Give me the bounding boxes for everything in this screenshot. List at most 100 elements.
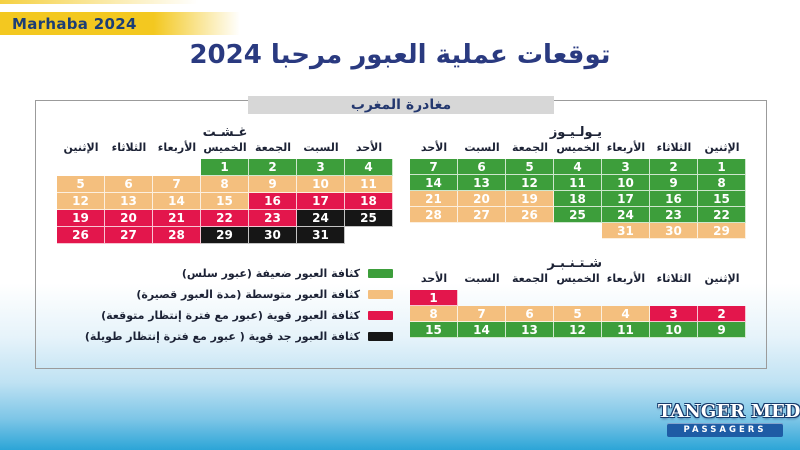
weekday-label: الأحد [355,141,383,154]
day-cell: 12 [554,322,602,338]
day-cell: 27 [458,207,506,223]
day-cell: 24 [297,210,345,227]
day-cell: 3 [297,159,345,176]
day-cell: 18 [345,193,393,210]
day-cell: 22 [698,207,746,223]
legend-swatch [368,269,393,278]
calendar-week-row: 1 [410,290,746,306]
calendar-week-row: 19 20 21 22 23 24 25 [57,210,393,227]
calendar-week-row: 15 14 13 12 11 10 9 [410,322,746,338]
calendar-week-row: 28 27 26 25 24 23 22 [410,207,746,223]
weekday-label: الجمعة [254,141,292,154]
day-cell: 14 [410,175,458,191]
empty-cell [57,159,105,176]
day-cell: 7 [153,176,201,193]
day-cell: 2 [650,159,698,175]
empty-cell [458,223,506,239]
day-cell: 21 [153,210,201,227]
day-cell: 19 [57,210,105,227]
day-cell: 5 [57,176,105,193]
day-cell: 9 [650,175,698,191]
empty-cell [650,290,698,306]
empty-cell [153,159,201,176]
day-cell: 15 [201,193,249,210]
day-cell: 29 [201,227,249,244]
day-cell: 12 [57,193,105,210]
day-cell: 28 [153,227,201,244]
day-cell: 29 [698,223,746,239]
legend: كثافة العبور ضعيفة (عبور سلس) كثافة العبو… [85,263,393,347]
weekday-label: الأحد [420,272,448,285]
weekday-label: الجمعة [511,141,549,154]
day-cell: 8 [410,306,458,322]
day-cell: 3 [650,306,698,322]
legend-swatch [368,332,393,341]
day-cell: 16 [249,193,297,210]
weekday-header-row: الأحد السبت الجمعة الخميس الأربعاء الثلاثاء ال… [410,272,746,285]
calendar-week-row: 14 13 12 11 10 9 8 [410,175,746,191]
empty-cell [105,159,153,176]
weekday-label: الثلاثاء [111,141,147,154]
day-cell: 14 [153,193,201,210]
legend-item: كثافة العبور جد قوية ( عبور مع فترة إنتظ… [85,326,393,347]
day-cell: 7 [458,306,506,322]
weekday-header-row: الأحد السبت الجمعة الخميس الأربعاء الثلاثاء ال… [410,141,746,154]
day-cell: 31 [602,223,650,239]
banner-label: Marhaba 2024 [12,14,137,33]
day-cell: 4 [554,159,602,175]
day-cell: 30 [249,227,297,244]
day-cell: 1 [201,159,249,176]
day-cell: 9 [249,176,297,193]
day-cell: 25 [345,210,393,227]
day-cell: 24 [602,207,650,223]
day-cell: 2 [249,159,297,176]
legend-label: كثافة العبور ضعيفة (عبور سلس) [181,267,360,280]
empty-cell [698,290,746,306]
legend-label: كثافة العبور قوية (عبور مع فترة إنتظار م… [101,309,360,322]
day-cell: 20 [458,191,506,207]
day-cell: 15 [698,191,746,207]
weekday-label: الإثنين [704,141,740,154]
calendar-week-row: 26 27 28 29 30 31 [57,227,393,244]
day-cell: 10 [297,176,345,193]
legend-item: كثافة العبور ضعيفة (عبور سلس) [120,263,393,284]
legend-label: كثافة العبور جد قوية ( عبور مع فترة إنتظ… [84,330,360,343]
legend-label: كثافة العبور متوسطة (مدة العبور قصيرة) [136,288,360,301]
calendar-body: 1 2 3 4 5 6 7 8 9 10 11 12 13 14 15 16 17 18 19 20 21 22 23 24 2… [57,159,393,244]
legend-item: كثافة العبور قوية (عبور مع فترة إنتظار م… [101,305,393,326]
day-cell: 6 [506,306,554,322]
weekday-label: الإثنين [704,272,740,285]
day-cell: 28 [410,207,458,223]
day-cell: 13 [506,322,554,338]
empty-cell [458,290,506,306]
weekday-label: الإثنين [63,141,99,154]
day-cell: 26 [506,207,554,223]
weekday-label: السبت [303,141,339,154]
month-label-september: شـتـنـبـر [547,256,602,271]
logo-tagline: PASSAGERS [683,425,767,435]
day-cell: 11 [554,175,602,191]
day-cell: 14 [458,322,506,338]
top-accent-strip [0,0,198,4]
logo-tagline-bar: PASSAGERS [667,423,783,437]
month-label-august: غـشـت [202,125,248,140]
empty-cell [506,223,554,239]
day-cell: 17 [297,193,345,210]
day-cell: 13 [458,175,506,191]
day-cell: 11 [345,176,393,193]
calendar-week-row: 21 20 19 18 17 16 15 [410,191,746,207]
marhaba-banner: Marhaba 2024 [0,12,240,35]
day-cell: 4 [345,159,393,176]
legend-swatch [368,290,393,299]
weekday-label: السبت [464,272,500,285]
day-cell: 17 [602,191,650,207]
day-cell: 30 [650,223,698,239]
day-cell: 9 [698,322,746,338]
calendar-body: 1 8 7 6 5 4 3 2 15 14 13 12 11 10 9 [410,290,746,338]
tanger-med-logo: TANGER MED PASSAGERS [658,401,800,437]
day-cell: 1 [410,290,458,306]
day-cell: 8 [201,176,249,193]
